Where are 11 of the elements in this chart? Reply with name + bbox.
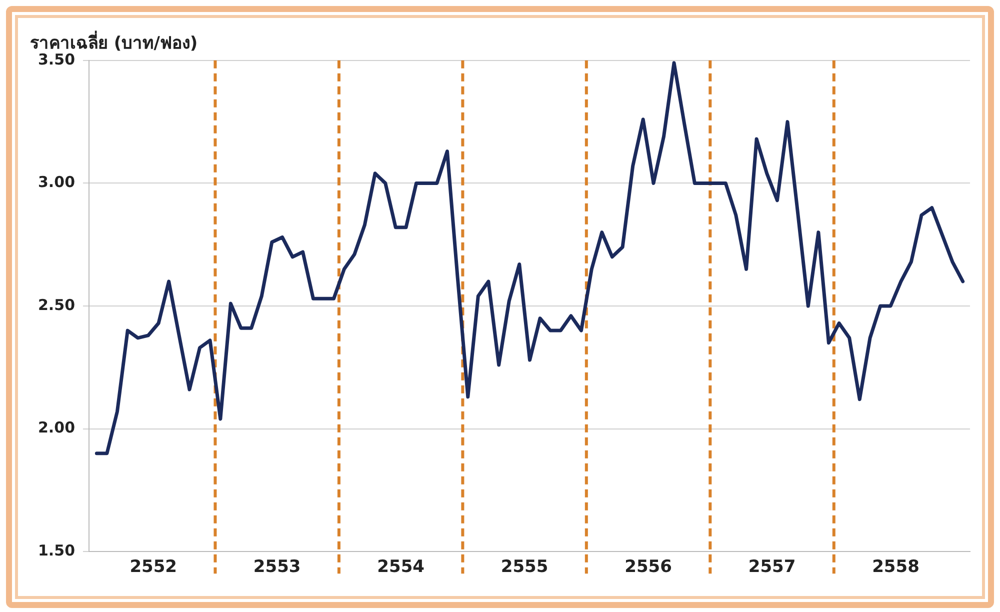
x-tick-label: 2556 [624, 557, 672, 578]
x-tick-label: 2558 [872, 557, 920, 578]
x-tick-label: 2553 [253, 557, 301, 578]
y-tick-label: 2.50 [38, 296, 76, 314]
y-tick-label: 2.00 [38, 418, 76, 437]
y-tick-label: 1.50 [38, 541, 76, 560]
x-tick-label: 2555 [500, 557, 548, 578]
x-tick-label: 2554 [377, 557, 425, 578]
x-tick-label: 2557 [748, 557, 796, 578]
x-tick-label: 2552 [130, 557, 178, 578]
y-tick-label: 3.00 [38, 173, 76, 192]
